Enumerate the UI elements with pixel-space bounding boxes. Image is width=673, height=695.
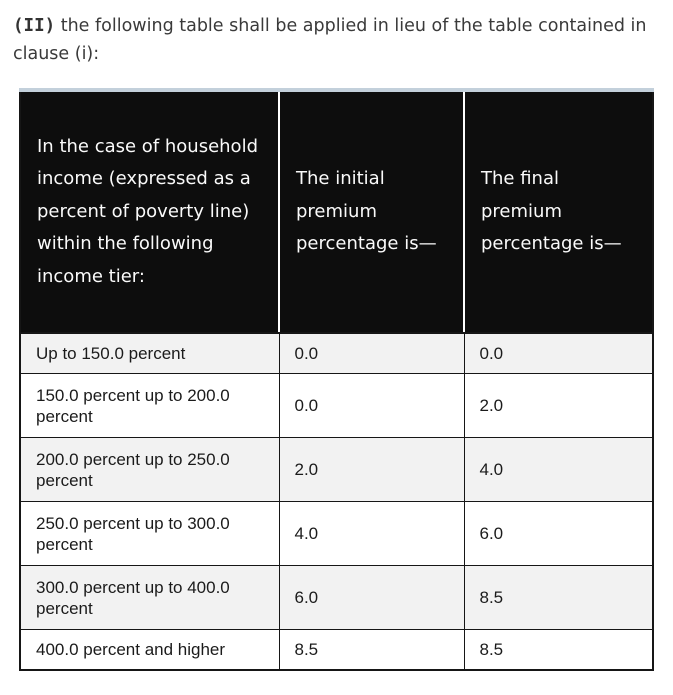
table-row: 400.0 percent and higher 8.5 8.5 <box>19 629 654 671</box>
intro-text: the following table shall be applied in … <box>13 16 647 64</box>
tier-cell: 200.0 percent up to 250.0 percent <box>19 437 280 502</box>
initial-premium-cell: 4.0 <box>278 501 465 566</box>
header-row: In the case of household income (express… <box>20 90 653 334</box>
table-row: 150.0 percent up to 200.0 percent 0.0 2.… <box>19 373 654 438</box>
initial-premium-cell: 0.0 <box>278 373 465 438</box>
clause-marker: (II) <box>13 16 56 36</box>
initial-premium-cell: 8.5 <box>278 629 465 671</box>
tier-cell: 300.0 percent up to 400.0 percent <box>19 565 280 630</box>
final-premium-cell: 8.5 <box>463 629 654 671</box>
table-row: 200.0 percent up to 250.0 percent 2.0 4.… <box>19 437 654 502</box>
intro-paragraph: (II) the following table shall be applie… <box>13 12 659 68</box>
column-header-income-tier: In the case of household income (express… <box>20 90 280 334</box>
initial-premium-cell: 0.0 <box>278 332 465 374</box>
table-row: 300.0 percent up to 400.0 percent 6.0 8.… <box>19 565 654 630</box>
final-premium-cell: 4.0 <box>463 437 654 502</box>
table-row: Up to 150.0 percent 0.0 0.0 <box>19 332 654 374</box>
table-row: 250.0 percent up to 300.0 percent 4.0 6.… <box>19 501 654 566</box>
final-premium-cell: 2.0 <box>463 373 654 438</box>
tier-cell: 250.0 percent up to 300.0 percent <box>19 501 280 566</box>
column-header-initial-premium: The initial premium percentage is— <box>279 90 465 334</box>
final-premium-cell: 0.0 <box>463 332 654 374</box>
final-premium-cell: 6.0 <box>463 501 654 566</box>
tier-cell: 400.0 percent and higher <box>19 629 280 671</box>
column-header-final-premium: The final premium percentage is— <box>464 90 653 334</box>
premium-percentage-table: In the case of household income (express… <box>19 88 654 671</box>
initial-premium-cell: 6.0 <box>278 565 465 630</box>
initial-premium-cell: 2.0 <box>278 437 465 502</box>
final-premium-cell: 8.5 <box>463 565 654 630</box>
tier-cell: 150.0 percent up to 200.0 percent <box>19 373 280 438</box>
tier-cell: Up to 150.0 percent <box>19 332 280 374</box>
